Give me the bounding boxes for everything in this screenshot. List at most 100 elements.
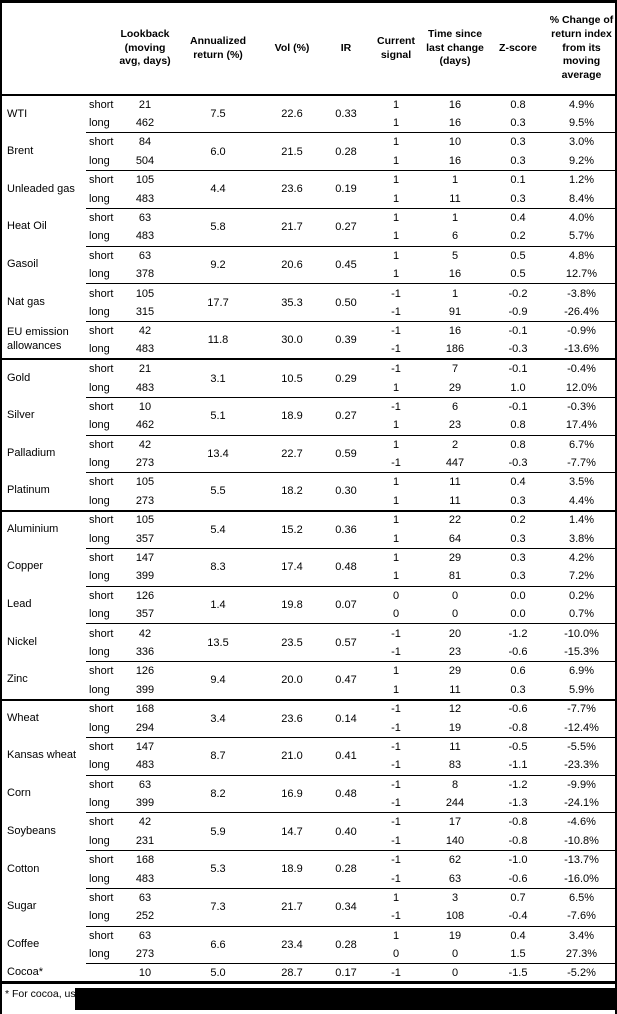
pct-change-value: 1.2% (548, 170, 615, 190)
commodity-name: Cotton (7, 862, 40, 875)
vol-value: 21.7 (262, 887, 322, 927)
z-score-value: 0.2 (488, 509, 548, 530)
position-label: long (89, 910, 110, 923)
pct-change-value: -3.8% (548, 283, 615, 303)
annualized-return-value: 5.5 (174, 472, 262, 511)
position-label: short (86, 774, 116, 794)
current-signal-value: -1 (391, 645, 401, 658)
z-score-value: -0.8 (508, 721, 528, 734)
lookback-value: 10 (116, 963, 174, 985)
lookback-value: 399 (135, 683, 155, 696)
z-score-value: -1.0 (488, 850, 548, 870)
lookback-value: 399 (135, 797, 155, 810)
current-signal-value: -1 (391, 797, 401, 810)
annualized-return-value: 7.3 (174, 887, 262, 927)
col-z-score: Z-score (488, 3, 548, 96)
current-signal-value: -1 (370, 396, 422, 417)
table-row: Brent short 84 6.0 21.5 0.28 1 10 0.3 3.0% (2, 132, 615, 171)
time-since-change-value: 63 (448, 872, 462, 885)
lookback-value: 483 (135, 343, 155, 356)
col-position (86, 3, 116, 96)
commodity-name: Palladium (7, 447, 56, 460)
table-row: long 504 1 16 0.3 9.2% (2, 152, 615, 171)
lookback-value: 168 (116, 698, 174, 719)
table-row: Coffee short 63 6.6 23.4 0.28 1 19 0.4 3.4% (2, 925, 615, 964)
commodity-name: Nat gas (7, 295, 45, 308)
table-row: long 462 1 16 0.3 9.5% (2, 114, 615, 133)
ir-value: 0.28 (322, 925, 370, 964)
commodity-name: Gasoil (7, 258, 39, 271)
position-label: short (86, 170, 116, 190)
annualized-return-value: 4.4 (174, 170, 262, 209)
current-signal-value: 1 (392, 268, 400, 281)
lookback-value: 336 (135, 645, 155, 658)
current-signal-value: -1 (370, 283, 422, 303)
table-row: Zinc short 126 9.4 20.0 0.47 1 29 0.6 6.9% (2, 661, 615, 700)
current-signal-value: 0 (392, 948, 400, 961)
current-signal-value: -1 (391, 457, 401, 470)
annualized-return-value: 6.6 (174, 925, 262, 964)
time-since-change-value: 1 (422, 207, 488, 228)
vol-value: 35.3 (262, 283, 322, 322)
table-row: WTI short 21 7.5 22.6 0.33 1 16 0.8 4.9% (2, 95, 615, 120)
current-signal-value: -1 (370, 358, 422, 379)
ir-value: 0.48 (322, 547, 370, 587)
pct-change-value: -26.4% (564, 305, 599, 318)
z-score-value: 0.5 (510, 268, 526, 281)
position-label: short (86, 623, 116, 643)
position-label: short (86, 358, 116, 379)
position-label: short (86, 207, 116, 228)
current-signal-value: 1 (392, 494, 400, 507)
lookback-value: 147 (116, 547, 174, 568)
time-since-change-value: 29 (448, 381, 462, 394)
z-score-value: 0.6 (488, 661, 548, 681)
annualized-return-value: 8.3 (174, 547, 262, 587)
commodity-name: Unleaded gas (7, 182, 75, 195)
table-row: Unleaded gas short 105 4.4 23.6 0.19 1 1 0.1 1.2% (2, 170, 615, 209)
lookback-value: 105 (116, 472, 174, 492)
annualized-return-value: 13.5 (174, 623, 262, 662)
current-signal-value: 1 (392, 192, 400, 205)
z-score-value: -0.3 (508, 457, 528, 470)
ir-value: 0.33 (335, 108, 357, 121)
annualized-return-value: 5.9 (174, 812, 262, 851)
annualized-return-value: 5.8 (174, 207, 262, 247)
z-score-value: 0.3 (510, 154, 526, 167)
table-header: Lookback (moving avg, days) Annualized r… (2, 3, 615, 96)
vol-value: 23.6 (262, 698, 322, 738)
table-row: Cocoa* 10 5.0 28.7 0.17 -1 0 -1.5 -5.2% (2, 963, 615, 985)
table-row: Wheat short 168 3.4 23.6 0.14 -1 12 -0.6 -7.7% (2, 698, 615, 738)
z-score-value: 0.3 (488, 132, 548, 152)
pct-change-value: 6.5% (548, 887, 615, 908)
table-row: long 357 1 64 0.3 3.8% (2, 529, 615, 548)
vol-value: 22.6 (281, 108, 303, 121)
ir-value: 0.28 (322, 132, 370, 171)
vol-value: 21.5 (262, 132, 322, 171)
position-label: long (89, 645, 110, 658)
lookback-value: 21 (116, 358, 174, 379)
z-score-value: 0.1 (488, 170, 548, 190)
pct-change-value: -0.9% (548, 321, 615, 341)
current-signal-value: 1 (392, 154, 400, 167)
pct-change-value: 12.7% (565, 268, 598, 281)
pct-change-value: -7.7% (567, 457, 596, 470)
table-row: long 483 1 11 0.3 8.4% (2, 189, 615, 208)
lookback-value: 63 (116, 774, 174, 794)
current-signal-value: -1 (391, 305, 401, 318)
ir-value: 0.36 (322, 509, 370, 549)
z-score-value: 0.2 (510, 230, 526, 243)
lookback-value: 273 (135, 948, 155, 961)
annualized-return-value: 1.4 (174, 585, 262, 624)
commodity-name: Kansas wheat (7, 749, 77, 762)
position-label: short (86, 396, 116, 417)
current-signal-value: -1 (391, 343, 401, 356)
lookback-value: 378 (135, 268, 155, 281)
position-label: long (89, 570, 110, 583)
vol-value: 18.2 (262, 472, 322, 511)
time-since-change-value: 16 (448, 268, 462, 281)
lookback-value: 10 (116, 396, 174, 417)
table-row: long 399 1 81 0.3 7.2% (2, 567, 615, 586)
pct-change-value: 5.9% (568, 683, 595, 696)
table-row: long 315 -1 91 -0.9 -26.4% (2, 303, 615, 322)
